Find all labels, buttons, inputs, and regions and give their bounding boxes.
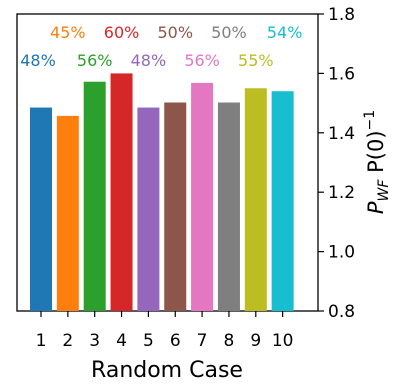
bar-percent-label-8: 50% <box>211 23 247 42</box>
bar-6 <box>164 102 187 311</box>
y-tick-label: 1.6 <box>328 64 355 84</box>
x-tick-label-7: 7 <box>197 331 208 351</box>
x-axis-title: Random Case <box>91 358 243 383</box>
bar-percent-label-7: 56% <box>184 51 220 70</box>
y-tick-label: 1.4 <box>328 124 355 144</box>
y-axis-title: PWF P(0)−1 <box>362 110 392 214</box>
x-tick-label-3: 3 <box>89 331 100 351</box>
bar-percent-label-9: 55% <box>238 51 274 70</box>
bar-8 <box>217 102 240 311</box>
bar-percent-label-4: 60% <box>104 23 140 42</box>
bar-percent-label-10: 54% <box>267 23 303 42</box>
bar-3 <box>83 81 106 311</box>
bar-10 <box>271 91 294 311</box>
x-tick-label-1: 1 <box>36 331 47 351</box>
bar-percent-label-2: 45% <box>50 23 86 42</box>
bar-9 <box>244 88 267 311</box>
bars-group <box>30 73 294 312</box>
plot-area: 48% 45% 56% 60% 48% 50% 56% 50% 55% 54% <box>16 13 319 312</box>
y-axis: 0.8 1.0 1.2 1.4 1.6 1.8 <box>318 5 355 322</box>
x-tick-label-9: 9 <box>250 331 261 351</box>
bar-7 <box>191 82 214 312</box>
y-tick-label: 0.8 <box>328 302 355 322</box>
x-axis: 1 2 3 4 5 6 7 8 9 10 <box>36 311 294 351</box>
x-tick-label-2: 2 <box>62 331 73 351</box>
y-tick-label: 1.0 <box>328 243 355 263</box>
bar-4 <box>110 73 133 312</box>
bar-2 <box>56 115 79 312</box>
bar-5 <box>137 107 160 311</box>
x-tick-label-10: 10 <box>272 331 294 351</box>
bar-percent-label-3: 56% <box>77 51 113 70</box>
y-tick-label: 1.2 <box>328 183 355 203</box>
bar-percent-label-6: 50% <box>157 23 193 42</box>
bar-labels-group: 48% 45% 56% 60% 48% 50% 56% 50% 55% 54% <box>20 23 302 70</box>
y-tick-label: 1.8 <box>328 5 355 25</box>
x-tick-label-6: 6 <box>170 331 181 351</box>
bar-1 <box>30 107 52 311</box>
x-tick-label-8: 8 <box>224 331 235 351</box>
x-tick-label-5: 5 <box>143 331 154 351</box>
bar-percent-label-1: 48% <box>20 51 56 70</box>
bar-percent-label-5: 48% <box>131 51 167 70</box>
x-tick-label-4: 4 <box>116 331 127 351</box>
